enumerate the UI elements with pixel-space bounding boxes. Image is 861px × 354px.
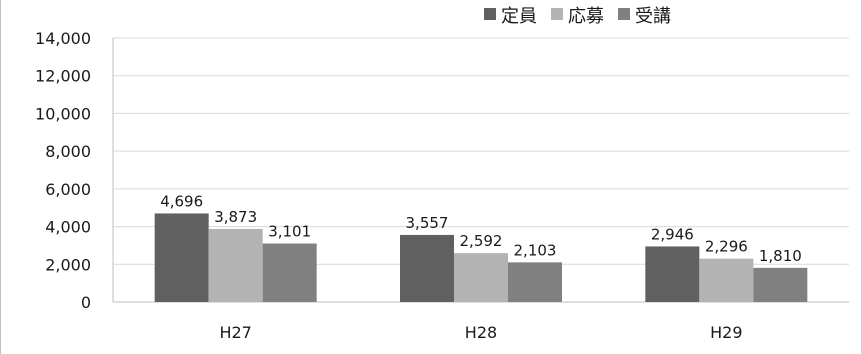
data-label: 2,103 <box>514 241 557 259</box>
data-label: 3,557 <box>406 214 449 232</box>
data-label: 2,946 <box>651 225 694 243</box>
category-label: H28 <box>465 323 497 342</box>
y-tick-label: 12,000 <box>35 67 91 86</box>
bar <box>454 253 508 302</box>
y-tick-label: 6,000 <box>45 180 91 199</box>
data-label: 3,101 <box>268 223 311 241</box>
legend-swatch <box>618 8 630 20</box>
legend: 定員 応募 受講 <box>484 6 671 27</box>
y-tick-label: 2,000 <box>45 255 91 274</box>
bar <box>645 246 700 302</box>
x-axis: H27 H28 H29 <box>219 323 742 342</box>
bar <box>154 213 209 302</box>
legend-label: 定員 <box>501 6 537 27</box>
data-labels: 4,696 3,873 3,101 3,557 2,592 2,103 2,946 2,296… <box>160 192 802 264</box>
bar <box>400 234 454 302</box>
data-label: 3,873 <box>214 208 257 226</box>
bar <box>508 262 562 302</box>
y-tick-label: 0 <box>81 293 91 312</box>
legend-label: 応募 <box>568 6 604 27</box>
gridlines <box>113 37 849 265</box>
data-label: 2,592 <box>460 232 503 250</box>
y-tick-label: 10,000 <box>35 104 91 123</box>
bars <box>154 213 808 302</box>
bar <box>262 243 317 302</box>
legend-swatch <box>551 8 563 20</box>
bar <box>208 228 263 302</box>
bar <box>753 267 808 302</box>
data-label: 1,810 <box>759 247 802 265</box>
data-label: 2,296 <box>705 238 748 256</box>
y-tick-label: 14,000 <box>35 29 91 48</box>
data-label: 4,696 <box>160 192 203 210</box>
y-tick-label: 4,000 <box>45 218 91 237</box>
legend-label: 受講 <box>635 6 671 27</box>
legend-swatch <box>484 8 496 20</box>
bar <box>699 258 754 302</box>
category-label: H27 <box>219 323 251 342</box>
category-label: H29 <box>710 323 742 342</box>
y-tick-label: 8,000 <box>45 142 91 161</box>
